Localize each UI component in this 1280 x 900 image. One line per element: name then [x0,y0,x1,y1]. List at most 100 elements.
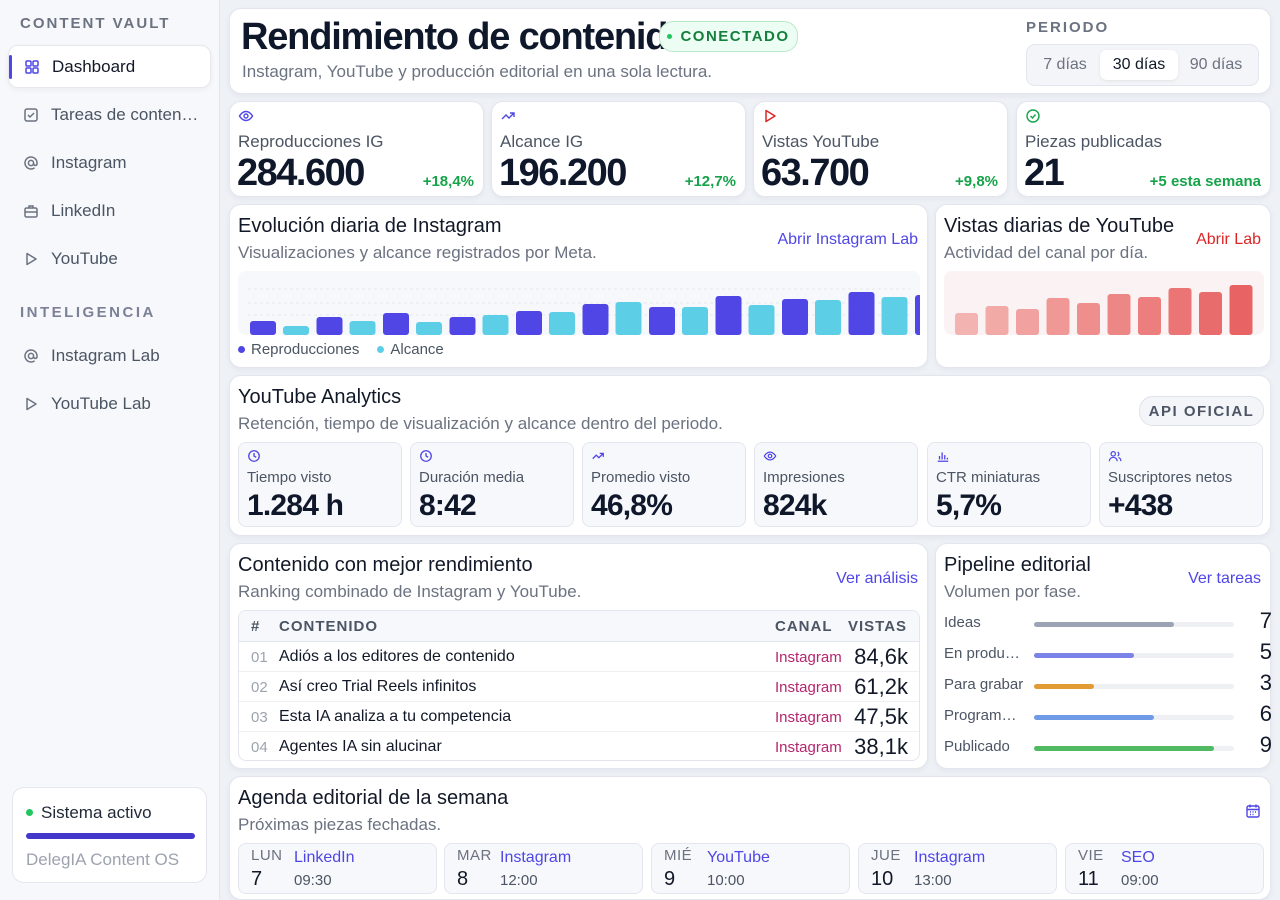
bar-plays [915,295,941,335]
users-icon [1108,449,1122,468]
table-row[interactable]: 03 Esta IA analiza a tu competencia Inst… [239,702,919,732]
pipeline-stage-count: 5 [1259,639,1272,664]
table-row[interactable]: 04 Agentes IA sin alucinar Instagram 38,… [239,732,919,760]
col-content: CONTENIDO [279,618,378,635]
pipeline-progress-fill [1034,653,1134,658]
sidebar-item-linkedin[interactable]: LinkedIn [8,189,211,232]
metric-watch-time: Tiempo visto 1.284 h [238,442,402,527]
agenda-time: 12:00 [500,872,538,889]
bar-yt-views [1077,303,1100,335]
bar-plays [582,304,609,335]
kpi-change: +18,4% [422,173,474,190]
brand-title: CONTENT VAULT [20,15,171,32]
table-row[interactable]: 02 Así creo Trial Reels infinitos Instag… [239,672,919,702]
kpi-card-ig-plays: Reproducciones IG 284.600 +18,4% [229,101,484,197]
row-channel: Instagram [775,649,842,666]
agenda-day: MAR [457,847,492,864]
pipeline-stage-label: Programado [944,707,1024,724]
sidebar-item-youtube-lab[interactable]: YouTube Lab [8,382,211,425]
pipeline-progress-fill [1034,684,1094,689]
bar-reach [349,321,376,335]
pipeline-card: Pipeline editorial Volumen por fase. Ver… [935,543,1272,769]
top-content-table: # CONTENIDO CANAL VISTAS 01 Adiós a los … [238,610,920,761]
bar-reach [881,297,908,335]
sidebar: CONTENT VAULT Dashboard Tareas de conten… [0,0,220,900]
sidebar-item-instagram-lab[interactable]: Instagram Lab [8,334,211,377]
badge-label: CONECTADO [680,28,790,45]
pipeline-progress-track [1034,653,1234,658]
period-option-90[interactable]: 90 días [1189,56,1243,73]
period-option-7[interactable]: 7 días [1043,56,1087,73]
pipeline-stage[interactable]: Programado 6 [944,701,1272,734]
metric-avg-viewed: Promedio visto 46,8% [582,442,746,527]
bar-reach [416,322,442,335]
view-tasks-link[interactable]: Ver tareas [1188,570,1261,587]
card-title: Vistas diarias de YouTube [944,215,1175,237]
trend-up-icon [591,449,605,468]
at-icon [23,155,51,171]
card-subtitle: Visualizaciones y alcance registrados po… [238,243,597,262]
metric-impressions: Impresiones 824k [754,442,918,527]
bar-reach [615,302,642,335]
kpi-card-ig-reach: Alcance IG 196.200 +12,7% [491,101,746,197]
pipeline-stage-count: 7 [1259,608,1272,633]
calendar-icon[interactable] [1245,803,1261,824]
bar-yt-views [1229,285,1253,335]
agenda-date: 8 [457,868,469,890]
pipeline-progress-fill [1034,715,1154,720]
agenda-day: LUN [251,847,283,864]
open-instagram-lab-link[interactable]: Abrir Instagram Lab [777,231,918,248]
bar-yt-views [1046,298,1070,335]
pipeline-stage-count: 3 [1259,670,1272,695]
row-rank: 04 [251,739,268,756]
connected-badge: CONECTADO [659,21,798,52]
agenda-channel: Instagram [500,849,572,866]
kpi-label: Alcance IG [500,132,584,151]
open-youtube-lab-link[interactable]: Abrir Lab [1196,231,1261,248]
pipeline-stage[interactable]: Ideas 7 [944,608,1272,641]
sidebar-item-dashboard[interactable]: Dashboard [8,45,211,88]
yt-bar-chart [955,285,1253,335]
sidebar-item-tareas[interactable]: Tareas de contenido [8,93,211,136]
col-channel: CANAL [775,618,833,635]
row-views: 38,1k [854,734,908,759]
sidebar-item-youtube[interactable]: YouTube [8,237,211,280]
sidebar-item-instagram[interactable]: Instagram [8,141,211,184]
agenda-item[interactable]: MAR 8 Instagram 12:00 [444,843,643,894]
agenda-item[interactable]: MIÉ 9 YouTube 10:00 [651,843,850,894]
table-row[interactable]: 01 Adiós a los editores de contenido Ins… [239,642,919,672]
metric-label: Impresiones [763,469,845,486]
bar-plays [649,307,675,335]
view-analysis-link[interactable]: Ver análisis [836,570,918,587]
period-option-30[interactable]: 30 días [1100,50,1178,80]
pipeline-stage[interactable]: En producción 5 [944,639,1272,672]
status-dot [26,809,33,816]
kpi-label: Reproducciones IG [238,132,384,151]
metric-value: +438 [1108,489,1173,522]
sidebar-item-label: YouTube Lab [51,393,151,413]
agenda-item[interactable]: LUN 7 LinkedIn 09:30 [238,843,437,894]
row-title: Adiós a los editores de contenido [279,648,515,665]
sidebar-item-label: LinkedIn [51,200,116,220]
pipeline-stage[interactable]: Publicado 9 [944,732,1272,765]
bar-yt-views [1138,297,1161,335]
agenda-item[interactable]: VIE 11 SEO 09:00 [1065,843,1264,894]
metric-subscribers: Suscriptores netos +438 [1099,442,1263,527]
agenda-item[interactable]: JUE 10 Instagram 13:00 [858,843,1057,894]
top-content-card: Contenido con mejor rendimiento Ranking … [229,543,928,769]
bar-yt-views [985,306,1009,335]
row-views: 47,5k [854,704,908,729]
legend-label-plays: Reproducciones [251,341,360,358]
play-icon [23,396,51,412]
agenda-time: 10:00 [707,872,745,889]
bar-plays [316,317,343,335]
check-circle-icon [1025,108,1041,129]
agenda-date: 11 [1078,868,1099,890]
row-title: Agentes IA sin alucinar [279,738,442,755]
pipeline-stage[interactable]: Para grabar 3 [944,670,1272,703]
row-channel: Instagram [775,679,842,696]
sidebar-item-label: Instagram Lab [51,345,160,365]
card-subtitle: Ranking combinado de Instagram y YouTube… [238,582,582,601]
kpi-value: 284.600 [237,152,365,194]
kpi-value: 63.700 [761,152,870,194]
